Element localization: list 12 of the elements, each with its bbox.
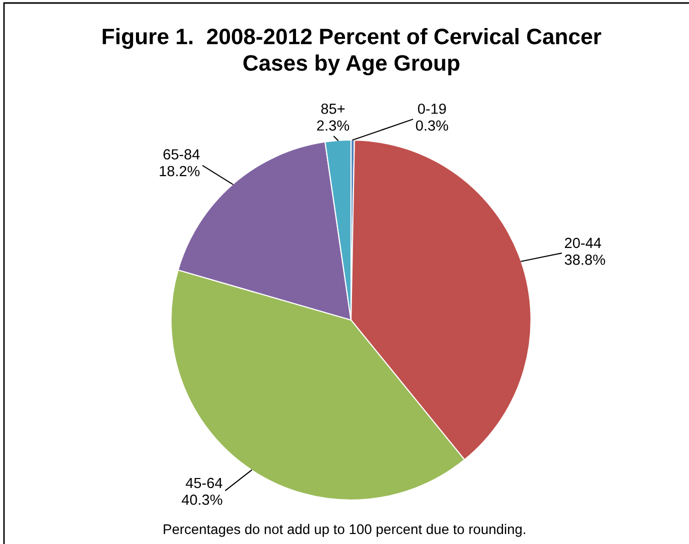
data-label: 38.8% — [564, 254, 606, 265]
chart-title: Figure 1. 2008-2012 Percent of Cervical Cancer Cases by Age Group — [102, 28, 602, 76]
text: Percentages do not add up to 100 percent due to rounding. — [164, 524, 526, 537]
slice-label: 20-44 — [564, 238, 602, 248]
data-label: 18.2% — [160, 166, 200, 176]
data-label: 0.3% — [416, 120, 448, 131]
slice-label: 0-19 — [418, 104, 446, 114]
data-label: 2.3% — [317, 120, 350, 131]
slice-label: 45-64 — [186, 478, 222, 488]
data-label: 40.3% — [182, 494, 222, 505]
slice-label: 85+ — [321, 104, 345, 114]
slice-label: 65-84 — [164, 149, 200, 160]
